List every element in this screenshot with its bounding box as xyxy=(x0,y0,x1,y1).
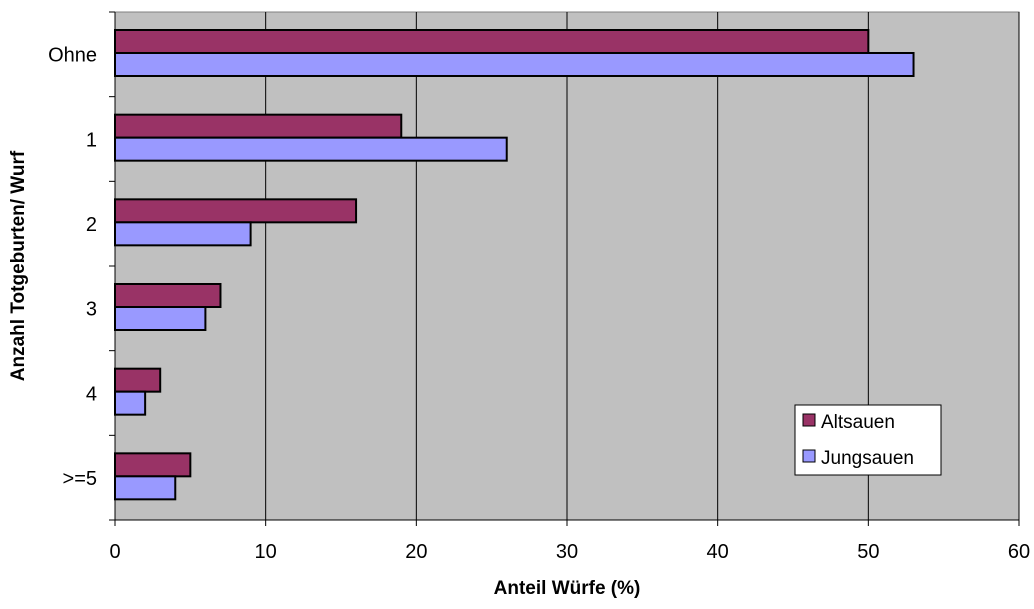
bar-altsauen-1 xyxy=(114,113,403,139)
y-tick-label-2: 2 xyxy=(86,214,97,236)
x-axis-title: Anteil Würfe (%) xyxy=(494,578,641,599)
bar-altsauen-2 xyxy=(114,198,358,224)
y-axis-tick-labels: Ohne 1 2 3 4 >=5 xyxy=(48,45,97,490)
y-tick-label-0: Ohne xyxy=(48,45,97,67)
bar-jungsauen-3 xyxy=(114,306,207,331)
y-tick-label-4: 4 xyxy=(86,383,97,405)
y-tick-label-1: 1 xyxy=(86,129,97,151)
y-axis-ticks xyxy=(109,11,115,521)
y-tick-label-5: >=5 xyxy=(63,468,97,490)
bar-jungsauen-2 xyxy=(114,221,252,247)
grid-lines xyxy=(265,12,1020,520)
legend-swatch-jungsauen xyxy=(802,449,816,463)
y-tick-label-3: 3 xyxy=(86,299,97,321)
bar-jungsauen-1 xyxy=(114,136,508,162)
legend-label-jungsauen: Jungsauen xyxy=(821,448,914,469)
x-axis-ticks xyxy=(114,520,1020,526)
x-tick-label-20: 20 xyxy=(405,541,427,563)
bar-altsauen-5 xyxy=(114,452,192,478)
x-axis-tick-labels: 0 10 20 30 40 50 60 xyxy=(109,541,1030,563)
bar-jungsauen-4 xyxy=(114,390,147,416)
bar-altsauen-0 xyxy=(114,29,870,54)
x-tick-label-0: 0 xyxy=(109,541,120,563)
x-tick-label-40: 40 xyxy=(707,541,729,563)
bars xyxy=(114,29,915,501)
bar-jungsauen-0 xyxy=(114,52,915,77)
x-tick-label-60: 60 xyxy=(1008,541,1030,563)
y-axis-title: Anzahl Totgeburten/ Wurf xyxy=(8,150,29,381)
bar-altsauen-3 xyxy=(114,283,222,308)
legend: Altsauen Jungsauen xyxy=(794,404,942,476)
x-tick-label-30: 30 xyxy=(556,541,578,563)
bar-jungsauen-5 xyxy=(114,475,177,501)
legend-swatch-altsauen xyxy=(802,413,816,427)
legend-label-altsauen: Altsauen xyxy=(821,412,895,433)
x-tick-label-50: 50 xyxy=(857,541,879,563)
bar-altsauen-4 xyxy=(114,367,162,393)
legend-box xyxy=(794,404,942,476)
x-tick-label-10: 10 xyxy=(255,541,277,563)
